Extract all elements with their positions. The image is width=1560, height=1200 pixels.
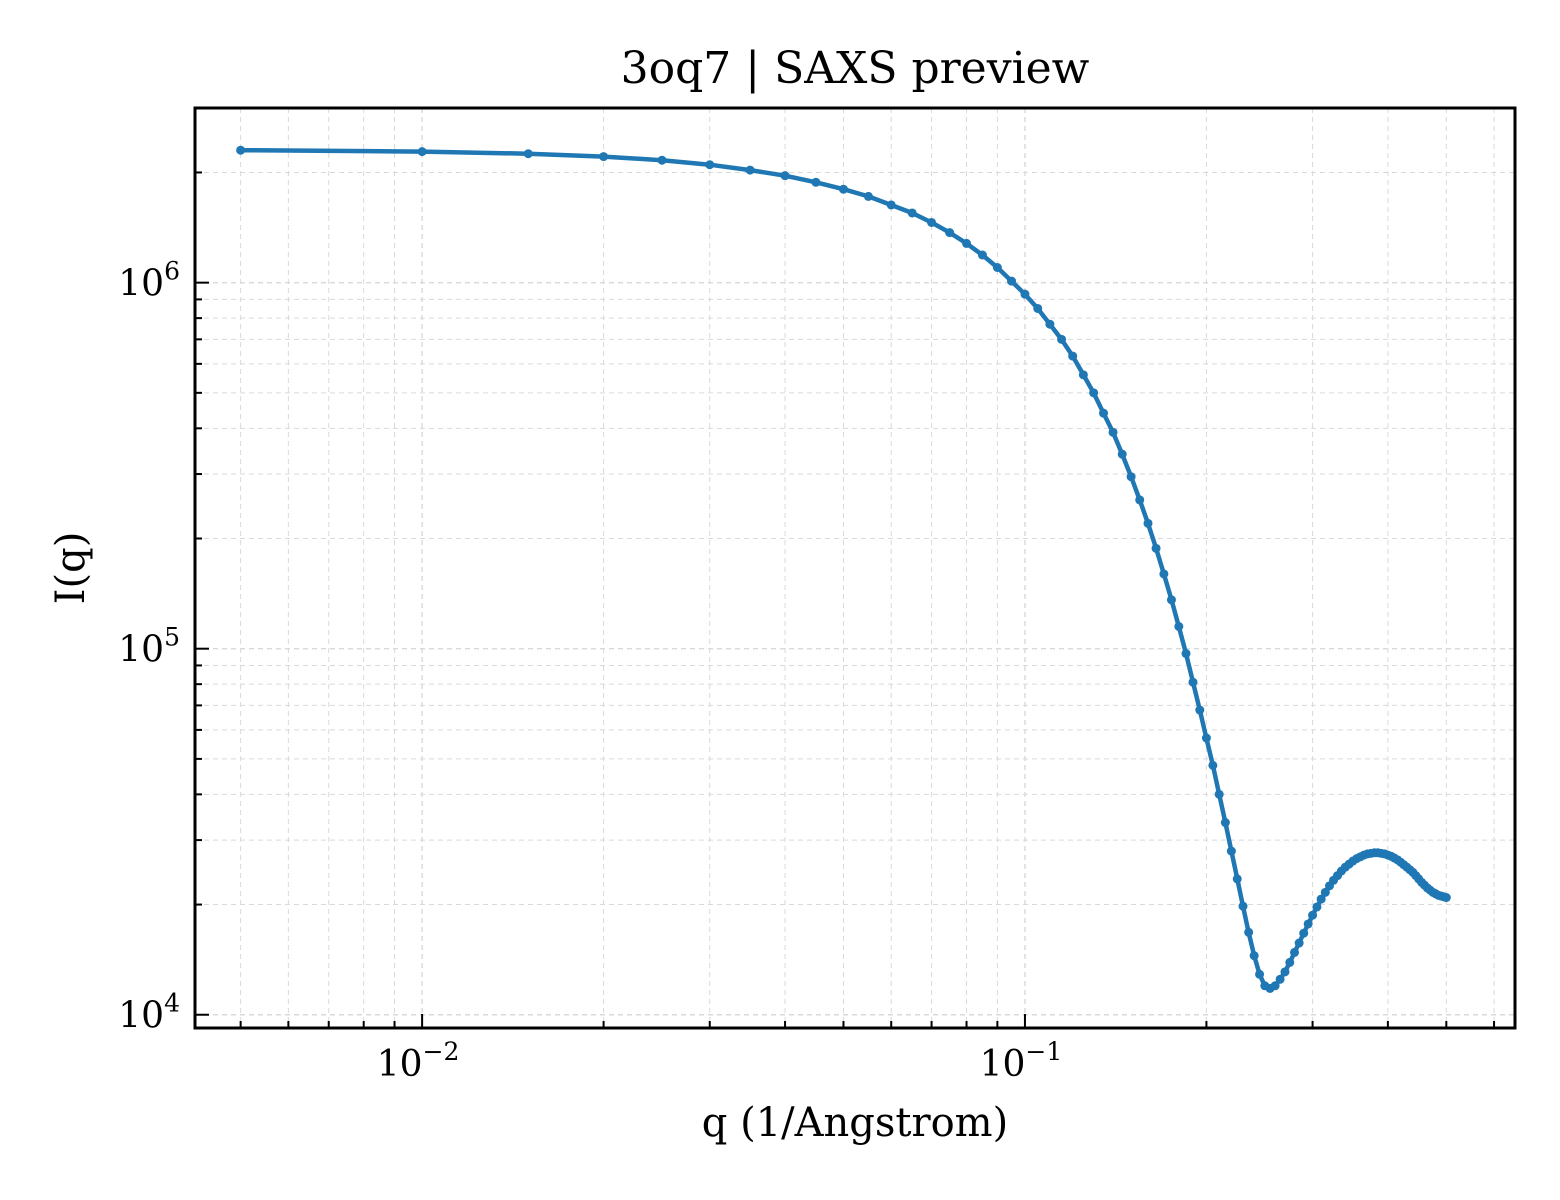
data-point [1275, 974, 1285, 984]
data-point [1007, 276, 1017, 286]
data-point [780, 171, 790, 181]
data-point [977, 250, 987, 260]
data-point [1208, 760, 1218, 770]
data-point [657, 155, 667, 165]
data-point [1166, 595, 1176, 605]
data-point [236, 145, 246, 155]
x-tick-label: 10−2 [377, 1037, 460, 1085]
data-point [705, 160, 715, 170]
x-tick-label: 10−1 [980, 1037, 1063, 1085]
data-point [962, 238, 972, 248]
data-point [1117, 449, 1127, 459]
data-point [1320, 887, 1330, 897]
data-point [1089, 388, 1099, 398]
data-point [1244, 927, 1254, 937]
data-point [927, 217, 937, 227]
data-point [1308, 910, 1318, 920]
data-point [1201, 733, 1211, 743]
data-point [1232, 874, 1242, 884]
data-point [1195, 705, 1205, 715]
data-point [1143, 518, 1153, 528]
data-point [1312, 902, 1322, 912]
data-point [992, 262, 1002, 272]
data-point [1316, 894, 1326, 904]
data-point [1290, 947, 1300, 957]
data-point [1280, 967, 1290, 977]
data-point [1068, 351, 1078, 361]
y-axis-label: I(q) [48, 532, 94, 605]
data-point [745, 165, 755, 175]
ticks: 10−2 10−1 104 105 106 [118, 107, 1496, 1085]
data-point [1151, 543, 1161, 553]
grid [195, 107, 1515, 1028]
data-point [1270, 981, 1280, 991]
data-point [1126, 472, 1136, 482]
data-point [1294, 938, 1304, 948]
y-tick-label: 104 [118, 989, 180, 1037]
x-axis-label: q (1/Angstrom) [702, 1100, 1008, 1146]
data-point [1299, 928, 1309, 938]
data-point [1238, 901, 1248, 911]
data-point [1441, 893, 1451, 903]
data-point [811, 177, 821, 187]
data-point [1220, 818, 1230, 828]
data-point [1181, 649, 1191, 659]
data-point [599, 152, 609, 162]
data-point [1078, 370, 1088, 380]
data-point [1255, 969, 1265, 979]
data-point [1108, 427, 1118, 437]
data-point [886, 200, 896, 210]
data-point [1045, 319, 1055, 329]
data-point [1303, 919, 1313, 929]
data-point [1135, 495, 1145, 505]
data-point [1020, 289, 1030, 299]
plot-frame [193, 106, 1517, 1030]
data-point [417, 147, 427, 157]
data-point [838, 184, 848, 194]
data-point [1099, 408, 1109, 418]
data-point [1174, 621, 1184, 631]
y-tick-label: 105 [118, 623, 180, 671]
data-point [945, 228, 955, 238]
data-point [1214, 789, 1224, 799]
data-point [1285, 957, 1295, 967]
series-layer [236, 145, 1451, 993]
data-point [863, 191, 873, 201]
data-point [907, 208, 917, 218]
data-point [1249, 951, 1259, 961]
chart-title: 3oq7 | SAXS preview [621, 43, 1090, 94]
data-point [1057, 334, 1067, 344]
data-point [523, 149, 533, 159]
data-point [1226, 846, 1236, 856]
data-point [1033, 303, 1043, 313]
data-point [1159, 569, 1169, 579]
y-tick-label: 106 [118, 257, 180, 305]
data-point [1188, 677, 1198, 687]
